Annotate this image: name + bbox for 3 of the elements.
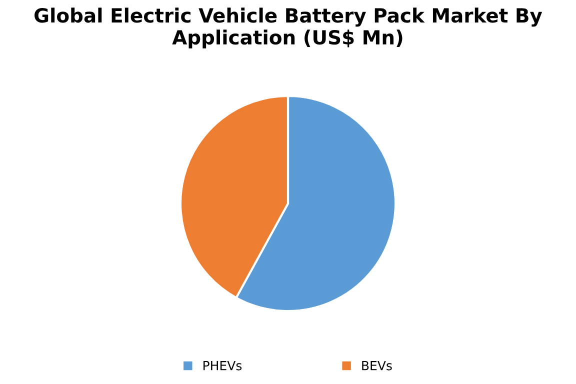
chart-title: Global Electric Vehicle Battery Pack Market By Application (US$ Mn) bbox=[34, 8, 542, 48]
legend-label: BEVs bbox=[362, 361, 392, 370]
legend-label: PHEVs bbox=[204, 361, 242, 370]
